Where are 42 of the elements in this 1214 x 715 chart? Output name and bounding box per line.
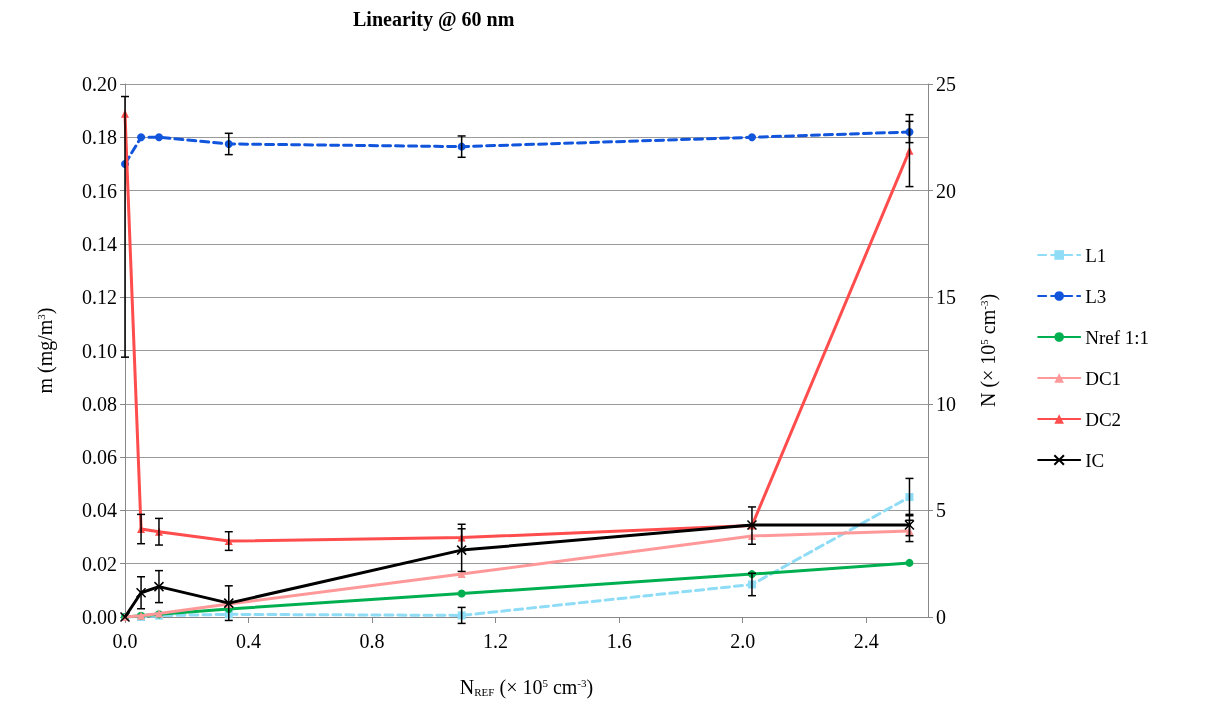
legend-label: DC2 bbox=[1085, 408, 1122, 430]
x-tick-label: 2.0 bbox=[730, 630, 756, 652]
y2-tick-label: 20 bbox=[936, 179, 956, 202]
y-tick-label: 0.00 bbox=[82, 606, 117, 628]
x-tick-label: 0.0 bbox=[112, 630, 138, 652]
chart-title: Linearity @ 60 nm bbox=[353, 8, 515, 31]
y2-tick-label: 15 bbox=[936, 286, 956, 309]
y-tick-label: 0.08 bbox=[82, 392, 117, 415]
y2-axis-title: N (× 105 cm-3) bbox=[977, 293, 1000, 408]
y-tick-label: 0.18 bbox=[82, 126, 117, 149]
x-tick-label: 0.4 bbox=[236, 630, 262, 652]
y-tick-label: 0.02 bbox=[82, 552, 117, 575]
y2-tick-label: 25 bbox=[936, 73, 956, 95]
y-tick-label: 0.10 bbox=[82, 339, 117, 362]
y-tick-label: 0.12 bbox=[82, 286, 117, 309]
x-tick-label: 0.8 bbox=[359, 630, 385, 652]
y-tick-label: 0.16 bbox=[82, 179, 117, 202]
legend-label: L3 bbox=[1085, 285, 1107, 307]
y2-tick-label: 0 bbox=[936, 606, 946, 628]
point bbox=[904, 519, 915, 531]
point bbox=[905, 558, 914, 567]
legend-label: IC bbox=[1085, 449, 1105, 471]
point bbox=[135, 587, 147, 598]
y-tick-label: 0.20 bbox=[82, 73, 117, 95]
y-axis-title: m (mg/m3) bbox=[34, 307, 57, 394]
legend-label: DC1 bbox=[1085, 367, 1122, 389]
point bbox=[456, 544, 467, 556]
point bbox=[137, 133, 146, 142]
y2-tick-label: 5 bbox=[936, 499, 946, 522]
point bbox=[457, 589, 466, 598]
y-tick-label: 0.06 bbox=[82, 446, 117, 469]
x-tick-label: 1.2 bbox=[483, 630, 509, 652]
point bbox=[154, 133, 163, 142]
point bbox=[747, 133, 756, 142]
y-tick-label: 0.14 bbox=[82, 232, 117, 255]
legend-label: L1 bbox=[1085, 244, 1107, 266]
y-tick-label: 0.04 bbox=[82, 499, 117, 522]
x-tick-label: 1.6 bbox=[606, 630, 632, 652]
point bbox=[153, 581, 165, 592]
legend-label: Nref 1:1 bbox=[1085, 326, 1150, 348]
x-tick-label: 2.4 bbox=[853, 630, 879, 652]
y2-tick-label: 10 bbox=[936, 392, 956, 415]
